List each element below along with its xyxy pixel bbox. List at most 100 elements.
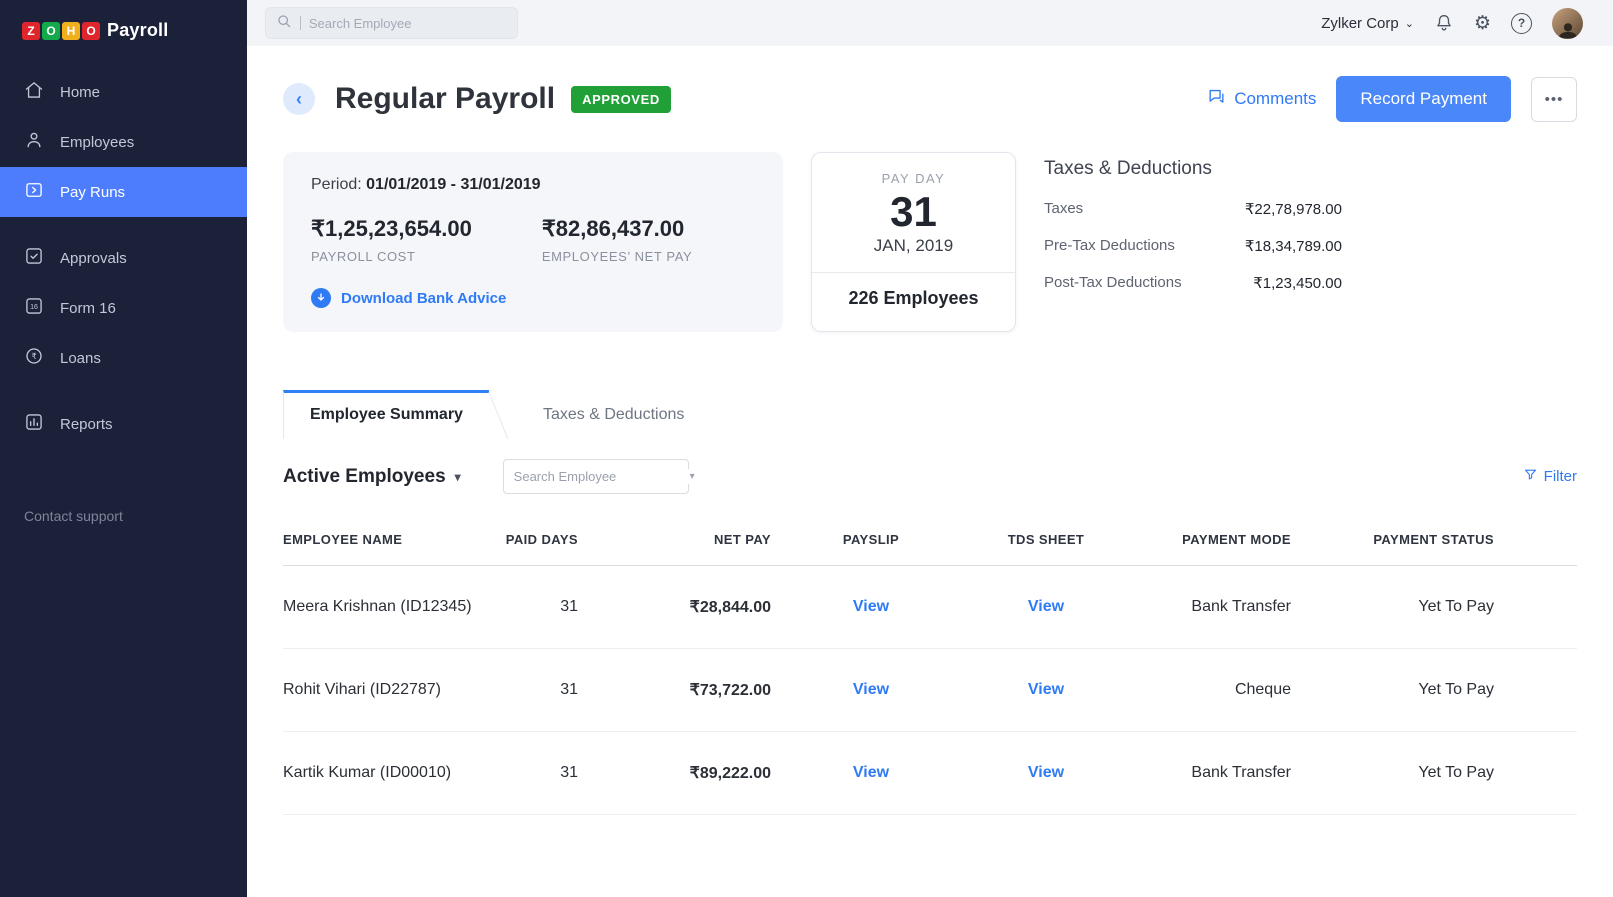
sidebar-nav: Home Employees Pay Runs Approvals 16 For… (0, 67, 247, 449)
col-header-payment-status[interactable]: PAYMENT STATUS (1291, 520, 1577, 566)
cell-net-pay: ₹73,722.00 (578, 648, 771, 732)
filter-row: Active Employees ▾ ▾ Filter (283, 459, 1577, 494)
page-header: ‹ Regular Payroll APPROVED Comments Reco… (283, 76, 1577, 122)
cell-payment-status: Yet To Pay (1291, 565, 1577, 649)
topbar-right: Zylker Corp ⌄ ⚙ ? (1321, 7, 1583, 39)
page-content: ‹ Regular Payroll APPROVED Comments Reco… (247, 46, 1613, 897)
sidebar-item-home[interactable]: Home (0, 67, 247, 117)
search-cursor-divider (300, 16, 301, 30)
pay-day-card: PAY DAY 31 JAN, 2019 226 Employees (811, 152, 1016, 332)
tax-row-posttax: Post-Tax Deductions ₹1,23,450.00 (1044, 274, 1342, 292)
payslip-view-link[interactable]: View (852, 764, 890, 781)
sidebar-item-label: Home (60, 83, 101, 101)
svg-text:16: 16 (30, 303, 38, 311)
cell-payment-mode: Bank Transfer (1121, 565, 1291, 649)
more-options-button[interactable]: ••• (1531, 76, 1577, 122)
cell-payment-status: Yet To Pay (1291, 731, 1577, 815)
logo-tile-h: H (62, 21, 80, 40)
employee-table: EMPLOYEE NAME PAID DAYS NET PAY PAYSLIP … (283, 520, 1577, 815)
search-input[interactable] (308, 15, 507, 31)
tab-taxes-deductions[interactable]: Taxes & Deductions (542, 406, 685, 423)
help-icon[interactable]: ? (1511, 12, 1532, 34)
tds-view-link[interactable]: View (1027, 764, 1065, 781)
cell-paid-days: 31 (493, 565, 578, 649)
employees-icon (24, 130, 44, 154)
pay-runs-icon (24, 180, 44, 204)
sidebar-item-label: Form 16 (60, 299, 116, 317)
status-badge: APPROVED (571, 85, 671, 113)
record-payment-button[interactable]: Record Payment (1336, 76, 1511, 122)
period-label: Period: (311, 176, 362, 193)
col-header-tds-sheet[interactable]: TDS SHEET (971, 520, 1121, 566)
tds-view-link[interactable]: View (1027, 598, 1065, 615)
filter-button[interactable]: Filter (1523, 467, 1577, 486)
cell-employee-name: Meera Krishnan (ID12345) (283, 565, 493, 649)
cell-payment-mode: Cheque (1121, 648, 1291, 732)
pay-day-label: PAY DAY (881, 171, 946, 186)
sidebar-item-approvals[interactable]: Approvals (0, 233, 247, 283)
table-row[interactable]: Kartik Kumar (ID00010) 31 ₹89,222.00 Vie… (283, 731, 1577, 815)
back-button[interactable]: ‹ (283, 83, 315, 115)
col-header-payment-mode[interactable]: PAYMENT MODE (1121, 520, 1291, 566)
summary-cards: Period: 01/01/2019 - 31/01/2019 ₹1,25,23… (283, 152, 1577, 332)
cell-payment-status: Yet To Pay (1291, 648, 1577, 732)
divider (812, 272, 1015, 274)
download-bank-advice-link[interactable]: Download Bank Advice (311, 288, 755, 308)
loans-icon: ₹ (24, 346, 44, 370)
tab-employee-summary[interactable]: Employee Summary (283, 390, 489, 439)
table-row[interactable]: Meera Krishnan (ID12345) 31 ₹28,844.00 V… (283, 565, 1577, 649)
table-header-row: EMPLOYEE NAME PAID DAYS NET PAY PAYSLIP … (283, 520, 1577, 566)
payslip-view-link[interactable]: View (852, 598, 890, 615)
sidebar-item-pay-runs[interactable]: Pay Runs (0, 167, 247, 217)
notifications-bell-icon[interactable] (1434, 13, 1454, 33)
svg-text:₹: ₹ (31, 351, 36, 361)
tax-row-taxes: Taxes ₹22,78,978.00 (1044, 200, 1342, 218)
sidebar-item-label: Loans (60, 349, 101, 367)
cell-net-pay: ₹28,844.00 (578, 565, 771, 649)
payslip-view-link[interactable]: View (852, 681, 890, 698)
employee-search-combobox[interactable]: ▾ (502, 459, 695, 494)
search-icon (276, 13, 292, 34)
sidebar-item-label: Employees (60, 133, 135, 151)
page-title: Regular Payroll (335, 82, 556, 115)
zoho-logo-tiles: Z O H O (22, 21, 100, 40)
employee-search-input[interactable] (513, 469, 690, 484)
cell-tds: View (971, 565, 1121, 649)
org-switcher[interactable]: Zylker Corp ⌄ (1321, 15, 1414, 32)
tds-view-link[interactable]: View (1027, 681, 1065, 698)
logo-product-name: Payroll (107, 20, 169, 40)
tax-row-pretax: Pre-Tax Deductions ₹18,34,789.00 (1044, 237, 1342, 255)
org-name: Zylker Corp (1321, 14, 1399, 32)
col-header-paid-days[interactable]: PAID DAYS (493, 520, 578, 566)
pay-day-number: 31 (890, 188, 937, 235)
zoho-payroll-logo[interactable]: Z O H O Payroll (0, 0, 247, 67)
settings-gear-icon[interactable]: ⚙ (1473, 11, 1491, 34)
sidebar-item-reports[interactable]: Reports (0, 399, 247, 449)
employee-count: 226 Employees (848, 288, 979, 309)
cell-payment-mode: Bank Transfer (1121, 731, 1291, 815)
payroll-cost-label: PAYROLL COST (311, 249, 416, 264)
comments-label: Comments (1234, 89, 1317, 108)
net-pay-block: ₹82,86,437.00 EMPLOYEES’ NET PAY (542, 216, 692, 264)
approvals-icon (24, 246, 44, 270)
sidebar-item-loans[interactable]: ₹ Loans (0, 333, 247, 383)
net-pay-label: EMPLOYEES’ NET PAY (541, 249, 693, 264)
main-area: Zylker Corp ⌄ ⚙ ? ‹ Regular Payroll APPR… (247, 0, 1613, 897)
topbar: Zylker Corp ⌄ ⚙ ? (247, 0, 1613, 46)
chevron-down-icon: ▾ (689, 471, 695, 482)
contact-support-link[interactable]: Contact support (24, 508, 123, 524)
payroll-cost-value: ₹1,25,23,654.00 (311, 216, 472, 241)
col-header-payslip[interactable]: PAYSLIP (771, 520, 971, 566)
comments-button[interactable]: Comments (1207, 87, 1316, 111)
global-search[interactable] (265, 7, 518, 39)
col-header-employee-name[interactable]: EMPLOYEE NAME (283, 520, 493, 566)
sidebar-item-employees[interactable]: Employees (0, 117, 247, 167)
download-icon (311, 288, 331, 308)
employee-filter-dropdown[interactable]: Active Employees ▾ (283, 466, 461, 488)
sidebar: Z O H O Payroll Home Employees Pay Runs (0, 0, 247, 897)
sidebar-item-form16[interactable]: 16 Form 16 (0, 283, 247, 333)
table-row[interactable]: Rohit Vihari (ID22787) 31 ₹73,722.00 Vie… (283, 648, 1577, 732)
col-header-net-pay[interactable]: NET PAY (578, 520, 771, 566)
user-avatar[interactable] (1552, 7, 1583, 39)
period-value: 01/01/2019 - 31/01/2019 (366, 176, 541, 193)
